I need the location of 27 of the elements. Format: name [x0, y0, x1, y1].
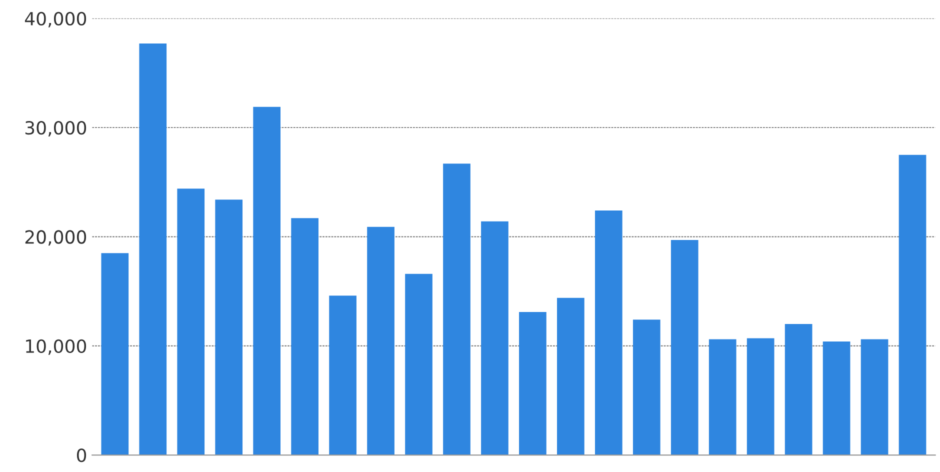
bar [860, 339, 888, 456]
bar [898, 154, 926, 456]
bar [405, 274, 432, 456]
bar [139, 44, 167, 456]
bar [594, 210, 622, 456]
y-tick-label: 20,000 [25, 230, 86, 246]
bar [443, 164, 470, 456]
bar [822, 341, 850, 456]
bar [329, 296, 356, 456]
bar [291, 218, 318, 456]
bar [746, 338, 774, 456]
y-tick-label: 0 [76, 448, 86, 462]
bar [101, 253, 129, 456]
bar [215, 200, 243, 456]
bar [632, 320, 660, 456]
bar [708, 339, 736, 456]
bar [177, 188, 205, 456]
bar [670, 240, 698, 456]
y-tick-label: 30,000 [25, 121, 86, 137]
bar [557, 298, 584, 456]
bar [519, 312, 546, 456]
bar [481, 221, 508, 456]
y-tick-label: 40,000 [24, 12, 86, 28]
bar [784, 324, 812, 456]
bar [367, 226, 394, 456]
y-tick-label: 10,000 [26, 339, 86, 355]
bar [253, 106, 281, 456]
